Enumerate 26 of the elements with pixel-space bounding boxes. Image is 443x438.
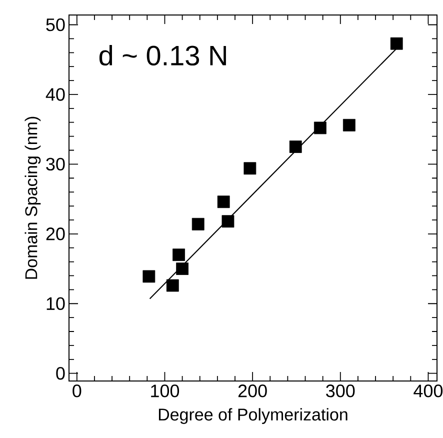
x-tick-label: 300 bbox=[326, 384, 355, 398]
point bbox=[176, 262, 188, 275]
y-tick-label: 20 bbox=[46, 228, 65, 240]
point bbox=[314, 122, 326, 134]
point bbox=[166, 279, 179, 292]
point bbox=[217, 196, 230, 208]
point bbox=[244, 162, 256, 175]
y-axis-title: Domain Spacing (nm) bbox=[24, 116, 41, 279]
y-tick-label: 50 bbox=[46, 18, 65, 32]
y-tick-label: 10 bbox=[46, 297, 65, 310]
point bbox=[192, 218, 204, 230]
x-tick-label: 200 bbox=[238, 384, 267, 398]
point bbox=[342, 118, 356, 132]
annotation: d ~ 0.13 N bbox=[99, 44, 226, 66]
x-tick-label: 0 bbox=[72, 384, 82, 398]
x-tick-label: 400 bbox=[414, 384, 443, 398]
y-tick-label: 30 bbox=[46, 158, 65, 171]
x-tick-label: 100 bbox=[151, 384, 180, 398]
point bbox=[289, 140, 302, 153]
x-axis-title: Degree of Polymerization bbox=[158, 408, 348, 424]
y-tick-label: 40 bbox=[46, 88, 65, 101]
y-tick-label: 0 bbox=[56, 366, 65, 380]
point bbox=[172, 248, 185, 262]
point bbox=[222, 215, 234, 228]
point bbox=[390, 37, 403, 50]
point bbox=[142, 270, 156, 283]
